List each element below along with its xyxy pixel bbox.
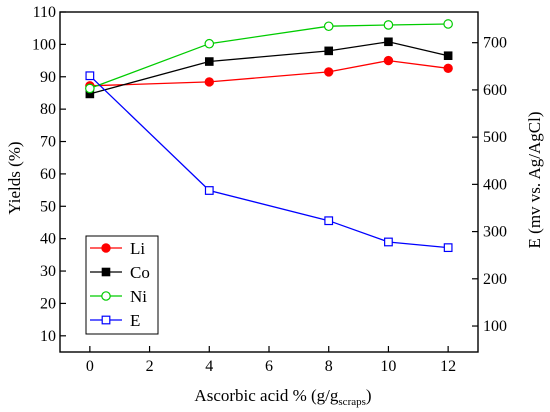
x-tick-label: 12 [440,358,456,375]
legend-marker [101,267,111,277]
series-ni-point [383,20,394,30]
legend-item-co: Co [90,263,150,282]
legend-label: Co [130,263,150,282]
left-tick-label: 40 [40,231,56,248]
right-tick-label: 500 [483,129,507,146]
series-li-point [383,55,394,66]
legend-item-e: E [90,311,140,330]
left-tick-label: 20 [40,295,56,312]
left-tick-label: 60 [40,166,56,183]
left-tick-label: 110 [33,4,56,21]
left-axis-title: Yields (%) [5,141,24,214]
series-e-point [384,237,393,247]
series-co-point [324,46,334,56]
left-tick-label: 90 [40,69,56,86]
series-ni-point [443,19,453,29]
series-li-line [89,59,449,87]
legend-marker [101,291,111,301]
series-li-point [204,77,214,87]
legend-label: Ni [130,287,147,306]
series-e-point [204,186,214,195]
right-axis-title: E (mv vs. Ag/AgCl) [525,112,544,249]
right-tick-label: 400 [483,176,507,193]
series-li [85,55,453,91]
series-e-line [89,75,449,249]
x-tick-label: 10 [380,358,396,375]
legend-label: E [130,311,140,330]
series-e-point [324,216,334,226]
right-tick-label: 600 [483,82,507,99]
series-li-point [443,63,453,74]
right-tick-label: 300 [483,224,507,241]
series-e [85,71,453,253]
right-tick-label: 700 [483,35,507,52]
x-tick-label: 2 [146,358,154,375]
series-co-point [204,57,214,66]
x-axis-title: Ascorbic acid % (g/gscraps) [194,386,371,408]
legend: Li Co Ni E [85,235,159,335]
x-tick-label: 8 [325,358,333,375]
series-ni-point [204,38,215,49]
x-tick-label: 4 [205,358,213,375]
series-ni [85,19,453,94]
left-tick-label: 50 [40,198,56,215]
left-tick-label: 70 [40,134,56,151]
series-li-point [324,67,334,77]
series-ni-point [323,21,334,32]
left-tick-label: 80 [40,101,56,118]
legend-box [85,235,159,335]
series-ni-point [85,83,95,94]
series-co [85,37,453,99]
right-tick-label: 100 [483,318,507,335]
series-layer [85,19,453,253]
left-tick-label: 10 [40,328,56,345]
series-e-point [85,71,95,81]
left-axis-ticks: 10 20 30 40 50 60 70 80 90 100 110 [32,4,66,345]
series-e-point [443,243,453,253]
legend-label: Li [130,239,145,258]
legend-marker [101,315,111,325]
left-tick-label: 30 [40,263,56,280]
right-axis-ticks: 100 200 300 400 500 600 700 [472,35,507,335]
left-tick-label: 100 [32,36,56,53]
x-tick-label: 6 [265,358,273,375]
right-tick-label: 200 [483,271,507,288]
series-co-point [443,51,453,61]
series-co-point [384,37,393,47]
legend-item-ni: Ni [90,287,147,306]
x-axis-ticks: 0 2 4 6 8 10 12 [86,346,456,375]
legend-item-li: Li [90,239,145,258]
x-tick-label: 0 [86,358,94,375]
legend-marker [101,243,111,253]
